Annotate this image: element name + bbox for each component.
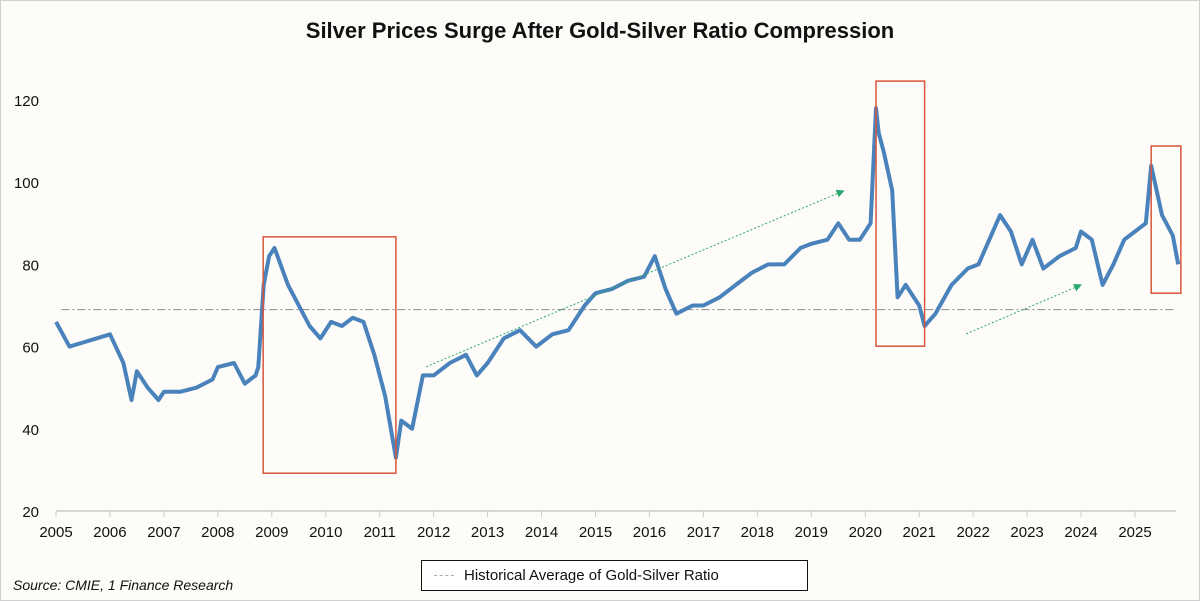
x-tick-label: 2009 (255, 524, 288, 541)
x-tick-label: 2015 (579, 524, 612, 541)
x-tick-label: 2013 (471, 524, 504, 541)
x-tick-label: 2007 (147, 524, 180, 541)
x-tick-label: 2016 (633, 524, 666, 541)
x-tick-label: 2019 (795, 524, 828, 541)
y-tick-label: 100 (14, 175, 39, 192)
x-tick-label: 2008 (201, 524, 234, 541)
x-tick-label: 2017 (687, 524, 720, 541)
source-note: Source: CMIE, 1 Finance Research (13, 577, 234, 593)
legend-swatch-average (434, 575, 454, 576)
y-tick-label: 120 (14, 93, 39, 110)
x-tick-label: 2024 (1064, 524, 1097, 541)
x-tick-label: 2012 (417, 524, 450, 541)
trend-arrow (965, 284, 1082, 335)
x-tick-label: 2005 (39, 524, 72, 541)
x-tick-label: 2020 (849, 524, 882, 541)
y-tick-label: 80 (22, 257, 39, 274)
y-tick-label: 20 (22, 504, 39, 521)
x-tick-label: 2006 (93, 524, 126, 541)
highlight-box (875, 80, 926, 347)
trend-arrow (425, 189, 845, 368)
y-tick-label: 40 (22, 422, 39, 439)
silver-series-line (54, 106, 1181, 460)
x-tick-label: 2011 (364, 524, 396, 541)
x-tick-label: 2023 (1010, 524, 1043, 541)
y-tick-label: 60 (22, 340, 39, 357)
x-tick-label: 2014 (525, 524, 558, 541)
highlight-box (262, 236, 397, 474)
x-tick-label: 2021 (903, 524, 936, 541)
chart-title: Silver Prices Surge After Gold-Silver Ra… (305, 18, 895, 43)
legend: Historical Average of Gold-Silver Ratio (421, 560, 808, 591)
plot-area: 2005 2006 2007 2008 2009 2010 2011 2012 2013 2014… (14, 80, 1182, 541)
x-tick-label: 2018 (741, 524, 774, 541)
x-tick-label: 2010 (309, 524, 342, 541)
highlight-box (1150, 145, 1182, 294)
x-tick-label: 2025 (1118, 524, 1151, 541)
x-tick-label: 2022 (956, 524, 989, 541)
legend-label-average: Historical Average of Gold-Silver Ratio (464, 567, 719, 584)
